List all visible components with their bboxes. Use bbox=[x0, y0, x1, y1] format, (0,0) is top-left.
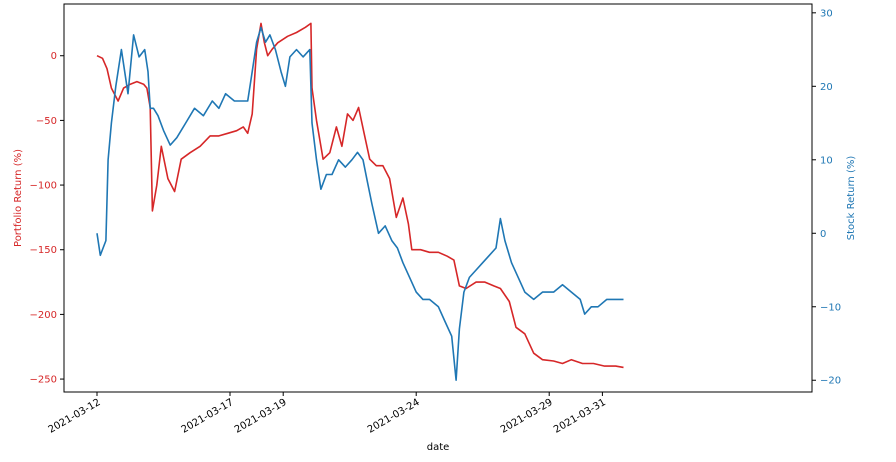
right-tick-label: −20 bbox=[820, 376, 841, 387]
right-tick-label: 30 bbox=[820, 8, 833, 19]
plot-frame bbox=[63, 3, 813, 393]
right-tick-label: 10 bbox=[820, 155, 833, 166]
left-tick-label: −100 bbox=[30, 181, 57, 192]
x-tick-label: 2021-03-31 bbox=[552, 397, 608, 436]
series-layer bbox=[96, 22, 624, 382]
left-axis-ticks: 0 −50 −100 −150 −200 −250 bbox=[30, 51, 64, 386]
left-axis-title: Portfolio Return (%) bbox=[13, 149, 24, 247]
portfolio-return-line bbox=[96, 22, 624, 369]
stock-return-line bbox=[96, 26, 624, 382]
x-tick-label: 2021-03-24 bbox=[366, 397, 422, 436]
x-axis-title: date bbox=[427, 442, 450, 453]
right-axis-title: Stock Return (%) bbox=[846, 156, 857, 241]
x-tick-label: 2021-03-12 bbox=[47, 397, 103, 436]
right-tick-label: −10 bbox=[820, 302, 841, 313]
x-tick-label: 2021-03-17 bbox=[180, 397, 236, 436]
x-tick-label: 2021-03-29 bbox=[499, 397, 555, 436]
left-tick-label: −250 bbox=[30, 375, 57, 386]
right-axis-ticks: 30 20 10 0 −10 −20 bbox=[812, 8, 841, 387]
left-tick-label: −150 bbox=[30, 245, 57, 256]
left-tick-label: −50 bbox=[36, 116, 57, 127]
right-tick-label: 20 bbox=[820, 82, 833, 93]
left-tick-label: 0 bbox=[51, 51, 57, 62]
right-tick-label: 0 bbox=[820, 229, 826, 240]
left-tick-label: −200 bbox=[30, 310, 57, 321]
x-tick-label: 2021-03-19 bbox=[233, 397, 289, 436]
